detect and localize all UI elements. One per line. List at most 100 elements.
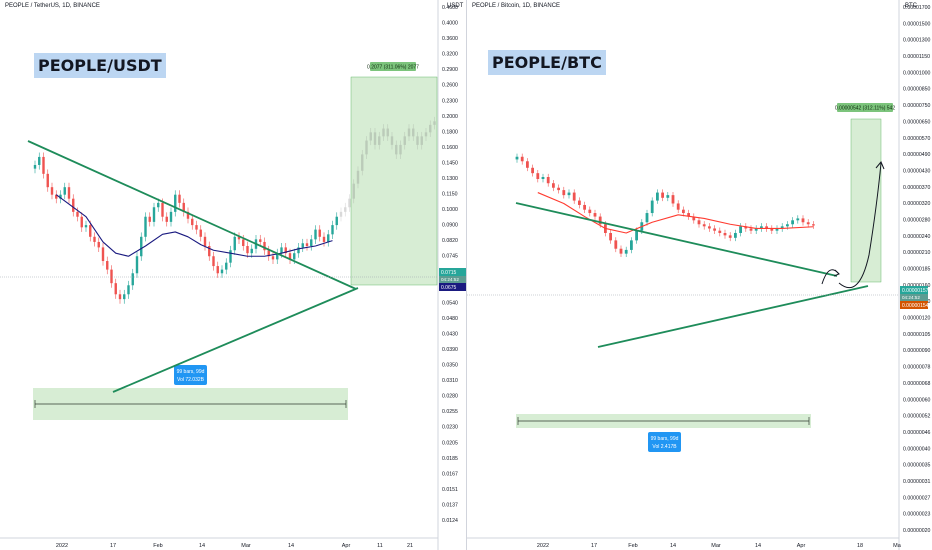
candle [661,189,664,202]
price-tick-label: 0.0151 [442,487,458,493]
candle-body [403,136,406,145]
candle-body [424,132,428,137]
price-tick-label: 0.00001300 [903,38,931,44]
target-label: 0.00000542 (312.11%) 542 [835,106,895,112]
candle [89,220,92,242]
current-price-tag [900,286,928,294]
price-tick-label: 0.4000 [442,21,458,27]
range-info-volume: Vol 72.032B [177,377,205,383]
candle [84,220,88,232]
candle-body [361,154,364,171]
candle-body [140,236,143,257]
candle-body [280,247,283,254]
candle-body [796,218,800,221]
candle-body [233,236,236,251]
range-info-bars: 99 bars, 99d [177,369,205,375]
candle-body [609,232,612,241]
price-tick-label: 0.00000023 [903,512,931,518]
chart-panel-usdt[interactable]: PEOPLE / TetherUS, 1D, BINANCE USDT 0.46… [0,0,466,550]
time-tick-label: 11 [377,543,383,549]
candle-body [335,216,338,226]
candle [182,198,185,217]
candle [140,232,143,261]
candle-body [780,226,784,229]
candle-body [297,247,300,254]
candle [390,131,394,150]
candle [135,251,139,278]
price-tick-label: 0.00001150 [903,54,930,60]
candle [588,206,592,217]
candle-body [191,218,194,226]
candle [557,184,560,194]
candle-body [89,225,92,237]
candle-body [152,207,156,222]
candle-body [416,136,419,145]
candle-body [395,144,398,155]
price-tick-label: 0.2000 [442,114,458,120]
candle-body [169,211,173,222]
candlestick-chart-usdt[interactable]: 0.4600 0.4000 0.3600 0.3200 0.2900 0.2600 0.23… [0,0,466,550]
price-tick-label: 0.00000650 [903,119,931,125]
symbol-header[interactable]: PEOPLE / Bitcoin, 1D, BINANCE [472,3,561,9]
candle-body [195,225,198,230]
candle-body [801,218,805,223]
price-tick-label: 0.00000027 [903,495,931,501]
candle-body [624,249,628,254]
candle-body [76,211,79,217]
price-tick-label: 0.00001000 [903,70,931,76]
candle [361,149,364,176]
candle [114,278,117,299]
candle-body [199,229,202,237]
price-tick-label: 0.00000850 [903,87,931,93]
candle-body [433,121,436,125]
candle-body [106,261,109,270]
candle [572,189,576,204]
candle-body [322,236,326,242]
candle [123,289,126,304]
candle-body [666,195,670,198]
candle [174,190,177,217]
candle [399,140,402,160]
candle [429,120,432,137]
candle [666,191,670,202]
pair-label: PEOPLE/USDT [34,53,166,78]
candle [801,215,805,226]
candle-body [72,198,75,212]
candle [812,221,815,229]
candle-body [536,173,540,180]
candle-body [572,192,576,201]
chart-panel-btc[interactable]: PEOPLE / Bitcoin, 1D, BINANCE BTC 0.0000… [466,0,932,550]
candle [284,243,287,258]
candle [744,223,748,232]
candle-body [614,240,618,249]
candle-body [645,213,649,223]
candle-body [656,192,659,201]
candle [80,212,83,232]
candle [775,225,779,235]
candle-body [216,266,219,274]
candle-body [770,228,774,231]
price-tick-label: 0.4600 [442,5,458,11]
price-tick-label: 0.0745 [442,254,458,260]
time-tick-label: Apr [342,543,351,549]
candle-body [407,128,411,137]
candle [169,207,173,227]
candle [583,201,586,214]
candle [650,197,654,217]
candle [127,280,130,299]
candle [301,238,304,253]
countdown-tag [900,294,928,301]
candle [106,256,109,275]
candle [203,232,207,251]
ma-price-tag [900,301,928,309]
price-tick-label: 0.00000750 [903,103,931,109]
candle [682,206,685,217]
time-tick-label: Feb [628,543,637,549]
candle [148,212,151,227]
candle [152,202,156,227]
price-tick-label: 0.00000490 [903,152,931,158]
symbol-header[interactable]: PEOPLE / TetherUS, 1D, BINANCE [5,3,100,9]
candle-body [293,253,296,260]
candle-body [97,241,100,248]
candlestick-chart-btc[interactable]: 0.00001700 0.00001500 0.00001300 0.00001150… [467,0,932,550]
